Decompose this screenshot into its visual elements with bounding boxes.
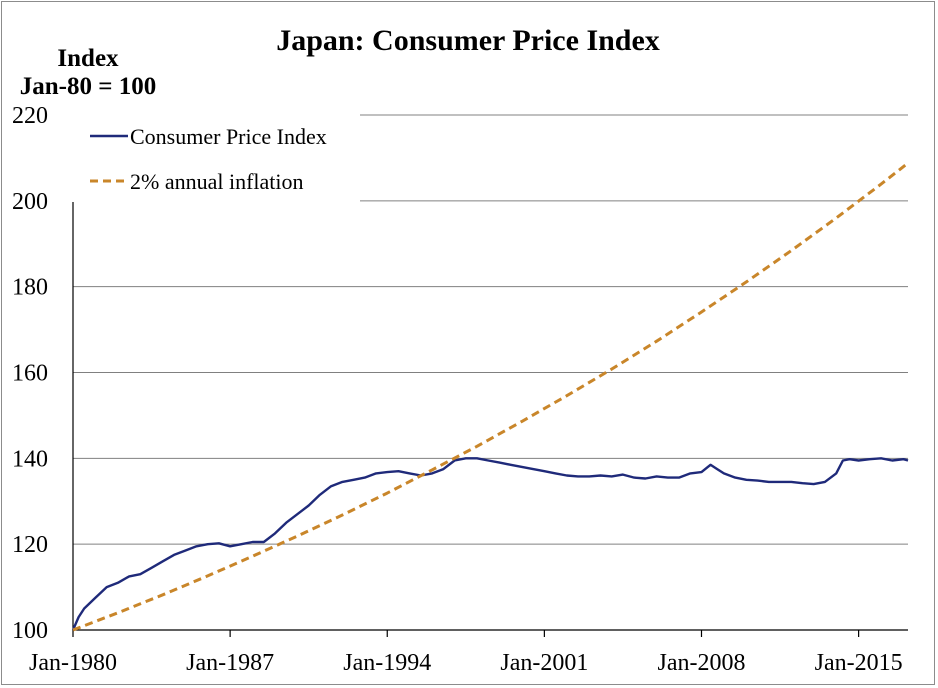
y-tick-label: 120 (12, 532, 48, 558)
x-tick-label: Jan-1980 (29, 650, 117, 676)
series-line-cpi (71, 457, 909, 631)
chart-title: Japan: Consumer Price Index (276, 24, 660, 57)
x-tick-label: Jan-1987 (186, 650, 274, 676)
y-tick-label: 200 (12, 189, 48, 215)
y-tick-label: 180 (12, 275, 48, 301)
x-tick-label: Jan-2015 (815, 650, 903, 676)
y-tick-label: 220 (12, 103, 48, 129)
series-line-inflation (72, 161, 909, 632)
y-axis-label-line1: Index (57, 45, 119, 72)
y-tick-label: 160 (12, 361, 48, 387)
x-tick-label: Jan-2001 (500, 650, 588, 676)
y-tick-label: 140 (12, 446, 48, 472)
x-tick-label: Jan-2008 (658, 650, 746, 676)
y-tick-label: 100 (12, 618, 48, 644)
legend-label-inflation: 2% annual inflation (130, 169, 304, 194)
legend-box (70, 106, 360, 202)
series-lines (71, 161, 909, 632)
y-axis-label-line2: Jan-80 = 100 (20, 73, 156, 100)
legend-label-cpi: Consumer Price Index (130, 124, 327, 149)
x-tick-label: Jan-1994 (343, 650, 431, 676)
axes: 100 120 140 160 180 200 220 Jan-1980 Jan-1987 Jan… (12, 103, 908, 676)
